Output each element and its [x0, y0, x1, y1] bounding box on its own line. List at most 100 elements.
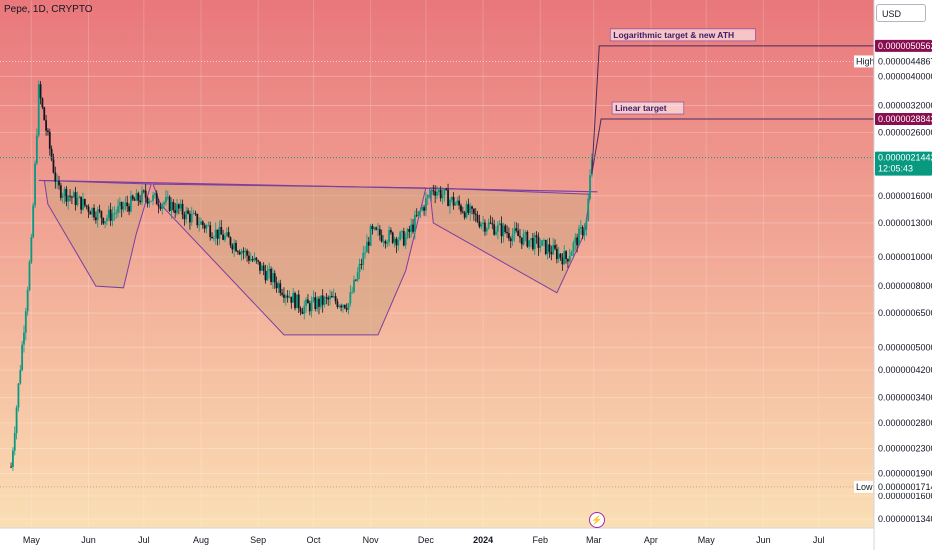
candle-body — [172, 201, 175, 211]
candle-body — [441, 194, 444, 199]
candle-body — [139, 200, 142, 203]
candle-body — [587, 198, 590, 221]
time-axis-label: Nov — [363, 535, 380, 545]
candle-body — [338, 305, 341, 307]
candle-body — [325, 297, 328, 299]
candle-body — [107, 209, 110, 218]
candle-body — [41, 98, 44, 108]
candle-body — [480, 223, 483, 227]
candle-body — [292, 292, 295, 303]
candle-body — [561, 257, 564, 265]
candle-body — [436, 192, 438, 196]
candle-body — [189, 213, 191, 223]
candle-body — [356, 272, 359, 281]
candle-body — [364, 252, 366, 254]
candle-body — [452, 196, 455, 206]
price-axis-label: 0.00000013400 — [878, 514, 932, 524]
candle-body — [168, 196, 171, 211]
candle-body — [155, 193, 158, 205]
candle-body — [229, 237, 232, 246]
candle-body — [152, 195, 154, 201]
candle-body — [122, 206, 125, 210]
candle-body — [270, 268, 272, 283]
candle-body — [589, 175, 591, 199]
candle-body — [100, 211, 103, 218]
candle-body — [358, 263, 361, 273]
candle-body — [233, 242, 236, 250]
candle-body — [555, 248, 558, 260]
candle-body — [366, 241, 368, 253]
candle-body — [496, 224, 499, 232]
low-price-tag: 0.00000017140 — [878, 482, 932, 492]
candle-body — [93, 207, 95, 218]
candle-body — [489, 222, 492, 224]
candle-body — [308, 303, 311, 312]
candle-body — [102, 217, 105, 224]
candle-body — [550, 251, 553, 255]
candle-body — [196, 213, 199, 226]
candle-body — [163, 202, 166, 205]
candle-body — [460, 205, 462, 212]
candle-body — [183, 214, 186, 220]
currency-button[interactable]: USD — [876, 4, 926, 22]
candle-body — [450, 196, 453, 201]
candle-body — [332, 296, 335, 298]
candle-body — [327, 297, 330, 300]
low-label: Low — [856, 482, 873, 492]
time-axis-label: Sep — [250, 535, 266, 545]
candle-body — [323, 297, 326, 305]
linear-target-annotation: Linear target — [615, 103, 667, 113]
candle-body — [142, 190, 145, 192]
candle-body — [406, 229, 409, 238]
candle-body — [288, 296, 291, 298]
linear-target-price-tag: 0.00000288432 — [878, 114, 932, 124]
lightning-icon[interactable]: ⚡ — [589, 512, 605, 528]
candle-body — [563, 251, 566, 265]
candle-body — [434, 191, 437, 196]
candle-body — [222, 234, 225, 240]
candle-body — [118, 202, 121, 207]
candle-body — [212, 237, 215, 239]
candle-body — [399, 232, 402, 240]
candle-body — [321, 295, 324, 305]
candle-body — [568, 255, 571, 262]
candle-body — [290, 296, 293, 303]
time-axis-label: May — [23, 535, 41, 545]
time-axis-label: Jul — [138, 535, 150, 545]
candle-body — [144, 190, 147, 198]
candle-body — [177, 204, 180, 209]
candle-body — [386, 242, 389, 244]
candle-body — [220, 227, 223, 235]
log-target-line — [591, 45, 874, 174]
candle-body — [37, 84, 40, 136]
candle-body — [557, 253, 560, 260]
candle-body — [572, 242, 575, 252]
candle-body — [45, 120, 47, 131]
candle-body — [509, 238, 512, 242]
candle-body — [141, 190, 143, 203]
candle-body — [76, 198, 79, 205]
candle-body — [318, 298, 320, 307]
candle-body — [522, 234, 525, 245]
candle-body — [340, 305, 343, 308]
candle-body — [336, 301, 339, 307]
candle-body — [384, 241, 387, 244]
candle-body — [423, 207, 425, 211]
candle-body — [541, 240, 544, 246]
candle-body — [504, 225, 507, 232]
candle-body — [211, 236, 213, 239]
candle-body — [59, 185, 62, 198]
candle-body — [493, 224, 496, 235]
low-label-bg — [854, 480, 873, 493]
candle-body — [47, 130, 49, 133]
price-axis-label: 0.00000019000 — [878, 468, 932, 478]
candle-body — [528, 240, 531, 247]
candle-body — [111, 213, 114, 221]
candle-body — [353, 279, 355, 292]
candle-body — [284, 295, 287, 298]
candle-body — [218, 227, 221, 239]
candle-body — [362, 252, 365, 265]
candle-body — [404, 237, 407, 246]
time-axis-background — [0, 528, 874, 550]
